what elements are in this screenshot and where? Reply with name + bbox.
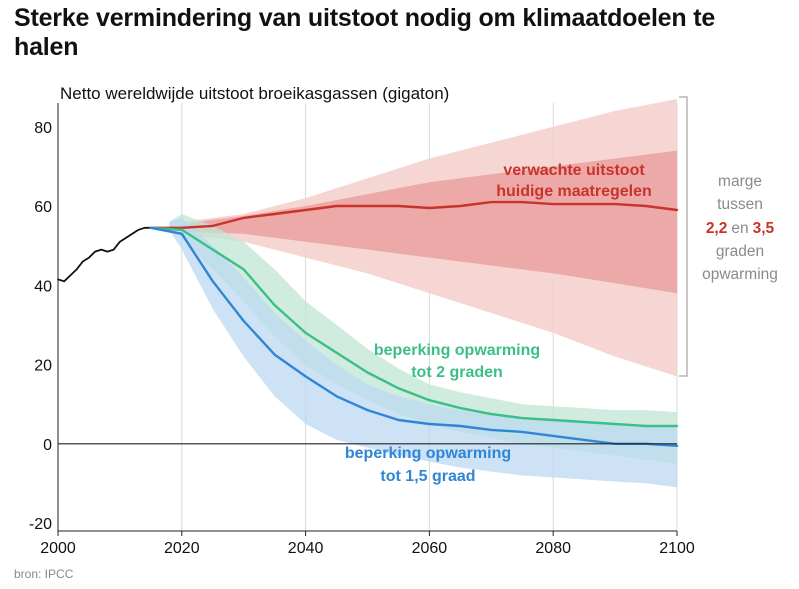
y-tick-label: 40	[34, 278, 52, 295]
margin-low: 2,2	[706, 220, 728, 237]
x-tick-label: 2100	[659, 540, 695, 557]
x-tick-label: 2000	[40, 540, 76, 557]
margin-connector: en	[731, 220, 748, 237]
one-five-label-line2: tot 1,5 graad	[380, 468, 475, 485]
line-layer	[57, 200, 679, 447]
band-layer	[169, 99, 678, 488]
x-tick-label: 2040	[288, 540, 324, 557]
annotation-layer: verwachte uitstoot huidige maatregelen b…	[345, 96, 778, 485]
margin-line4: graden	[716, 243, 764, 260]
y-tick-label: 0	[43, 437, 52, 454]
current-label-line1: verwachte uitstoot	[503, 162, 645, 179]
series-line-two-degrees	[149, 226, 679, 428]
x-tick-label: 2020	[164, 540, 200, 557]
series-line-history	[57, 226, 152, 283]
margin-high: 3,5	[753, 220, 775, 237]
margin-line5: opwarming	[702, 266, 778, 283]
one-five-label-line1: beperking opwarming	[345, 445, 511, 462]
series-line-current	[149, 200, 679, 230]
margin-line3: 2,2 en 3,5	[706, 220, 775, 237]
y-tick-label: 20	[34, 358, 52, 375]
series-line-one-five	[149, 226, 679, 447]
x-tick-label: 2080	[535, 540, 571, 557]
x-tick-label: 2060	[412, 540, 448, 557]
two-degrees-label-line2: tot 2 graden	[411, 364, 503, 381]
y-tick-label: -20	[29, 516, 52, 533]
source-note: bron: IPCC	[14, 567, 74, 581]
margin-line1: marge	[718, 173, 762, 190]
margin-bracket	[679, 96, 688, 377]
y-axis-label: Netto wereldwijde uitstoot broeikasgasse…	[60, 84, 450, 103]
y-tick-label: 80	[34, 120, 52, 137]
current-label-line2: huidige maatregelen	[496, 183, 652, 200]
margin-line2: tussen	[717, 196, 763, 213]
two-degrees-label-line1: beperking opwarming	[374, 342, 540, 359]
band-current-inner	[181, 150, 678, 294]
chart-title: Sterke vermindering van uitstoot nodig o…	[14, 4, 716, 61]
y-tick-label: 60	[34, 199, 52, 216]
